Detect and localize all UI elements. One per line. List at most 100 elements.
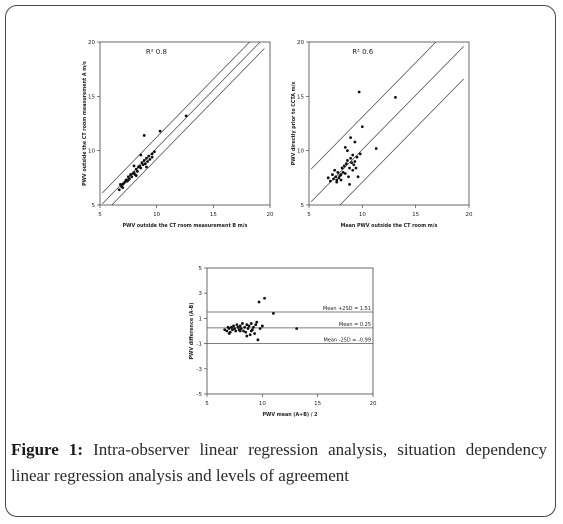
regression-line: [310, 42, 437, 170]
data-point: [236, 325, 240, 329]
data-point: [340, 166, 344, 170]
y-tick-label: -1: [197, 342, 202, 348]
data-point: [148, 157, 152, 161]
regression-line: [111, 48, 265, 205]
data-point: [143, 162, 147, 166]
data-point: [239, 327, 243, 330]
bland-altman-chart: 5 10 15 20 -5 -3 -1 1 3 5 PWV mean (A+B) / 2 PWV di…: [189, 266, 377, 418]
data-point: [355, 155, 359, 159]
y-axis-label: PWV difference (A-B): [189, 303, 195, 360]
data-point: [339, 173, 343, 176]
y-tick-label: 15: [88, 94, 95, 100]
data-point: [139, 153, 143, 157]
data-point: [342, 164, 346, 168]
data-point: [346, 159, 349, 162]
x-tick-label: 15: [314, 401, 321, 407]
x-tick-label: 20: [466, 212, 473, 218]
y-tick-label: 1: [199, 316, 203, 322]
data-point: [357, 90, 361, 94]
data-point: [226, 325, 230, 329]
data-point: [136, 169, 139, 173]
data-point: [117, 188, 121, 192]
data-point: [374, 147, 378, 150]
data-point: [260, 324, 264, 328]
data-point: [150, 152, 154, 156]
data-point: [256, 338, 260, 342]
y-tick-label: 5: [199, 266, 203, 272]
data-point: [242, 329, 245, 333]
reference-line-label: Mean +2SD = 1.51: [323, 306, 371, 312]
data-point: [343, 172, 347, 175]
data-point: [184, 114, 188, 118]
x-tick-label: 5: [205, 401, 209, 407]
data-point: [141, 163, 145, 167]
data-point: [129, 173, 132, 176]
x-tick-label: 10: [359, 212, 366, 218]
data-point: [343, 146, 347, 149]
data-point: [158, 129, 162, 133]
data-point: [245, 323, 249, 327]
r-squared-annotation: R² 0.8: [146, 48, 167, 56]
data-point: [153, 150, 156, 154]
data-point: [132, 171, 136, 174]
y-tick-label: 3: [199, 291, 203, 297]
data-point: [140, 161, 144, 165]
data-point: [246, 327, 250, 330]
data-point: [358, 152, 362, 156]
plot-area: [99, 41, 271, 206]
data-point: [134, 174, 138, 178]
x-tick-label: 15: [210, 212, 217, 218]
x-tick-label: 5: [98, 212, 102, 218]
data-point: [349, 136, 352, 140]
data-point: [348, 182, 351, 186]
data-point: [354, 166, 358, 170]
data-point: [146, 160, 149, 163]
data-point: [328, 179, 332, 183]
data-point: [344, 162, 348, 166]
x-axis-label: PWV outside the CT room measurement B m/…: [123, 223, 248, 229]
data-point: [231, 328, 234, 332]
data-point: [334, 175, 338, 179]
data-point: [229, 325, 233, 329]
data-point: [257, 300, 261, 304]
data-point: [123, 180, 127, 184]
y-tick-label: 10: [297, 149, 304, 155]
data-point: [326, 176, 330, 180]
reference-line-label: Mean -2SD = -0.99: [323, 337, 371, 343]
data-point: [227, 332, 231, 335]
data-point: [238, 324, 242, 328]
y-tick-label: 5: [301, 203, 305, 209]
data-point: [263, 296, 266, 300]
reference-line-label: Mean = 0.25: [339, 322, 371, 328]
x-tick-label: 20: [267, 212, 274, 218]
data-point: [244, 330, 248, 334]
data-point: [147, 154, 151, 158]
y-tick-label: 20: [88, 40, 95, 46]
data-point: [130, 175, 134, 179]
regression-chart-situation-dependency: 5 10 15 20 5 10 15 20 Mean PWV outside the CT ro…: [291, 40, 473, 229]
data-point: [126, 175, 130, 179]
y-tick-label: 10: [88, 149, 95, 155]
y-tick-label: -3: [197, 367, 203, 373]
figure-caption: Figure 1: Intra-observer linear regressi…: [11, 437, 547, 489]
data-point: [348, 166, 351, 170]
data-point: [255, 320, 259, 324]
x-axis-label: Mean PWV outside the CT room m/s: [341, 223, 438, 229]
data-point: [346, 149, 349, 153]
data-point: [336, 171, 340, 174]
data-point: [337, 176, 341, 180]
data-point: [247, 324, 251, 328]
data-point: [352, 163, 356, 167]
y-tick-label: 5: [92, 203, 96, 209]
x-axis-label: PWV mean (A+B) / 2: [263, 412, 318, 418]
x-tick-label: 15: [412, 212, 419, 218]
data-point: [350, 161, 354, 165]
data-point: [351, 168, 355, 172]
data-point: [241, 322, 244, 325]
data-point: [252, 325, 255, 329]
data-point: [132, 164, 136, 168]
data-point: [394, 96, 397, 99]
data-point: [248, 333, 252, 337]
data-point: [225, 329, 229, 333]
y-axis-label: PWV directly prior to CCTA m/s: [291, 82, 297, 166]
